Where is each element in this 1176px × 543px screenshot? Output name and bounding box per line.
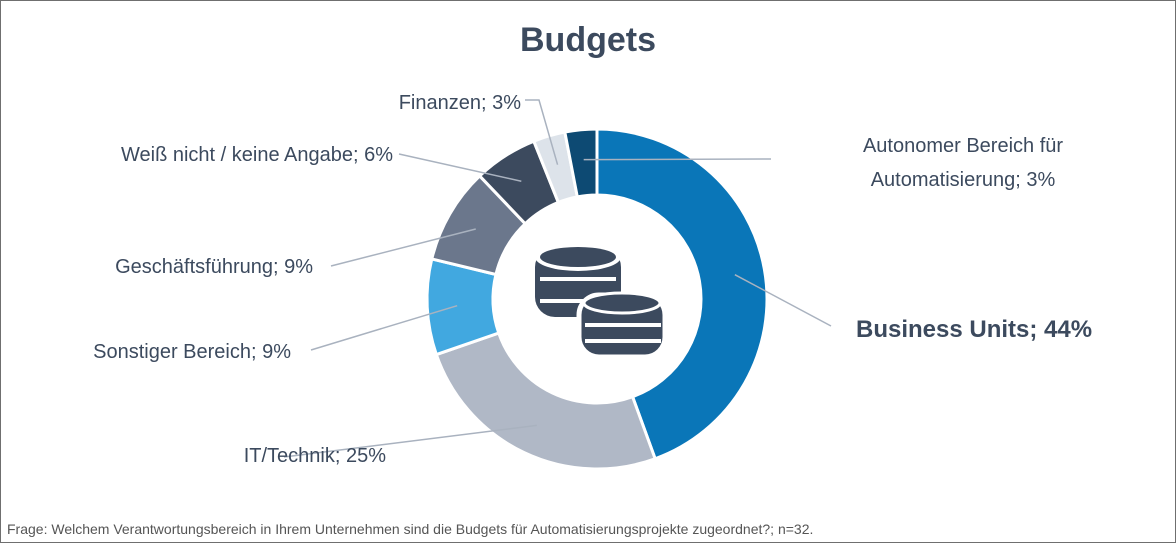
leader-line [583,158,772,161]
leader-line [330,228,476,267]
donut-slice [434,331,658,471]
coin-top [540,247,616,267]
donut [425,127,769,471]
leader-lines [283,99,832,458]
data-label: Business Units; 44% [856,316,1093,343]
leader-line [398,153,522,182]
leader-line [525,99,559,165]
data-label: Finanzen; 3% [398,92,521,114]
coin-gap [540,299,616,303]
data-label: Weiß nicht / keine Angabe; 6% [120,144,393,166]
data-label: Autonomer Bereich für Automatisierung; 3… [862,135,1064,191]
leader-line [283,424,537,458]
donut-slice [563,127,599,199]
coins-icon [535,243,668,360]
coin-gap [585,339,661,343]
data-label: Geschäftsführung; 9% [115,256,313,278]
footnote: Frage: Welchem Verantwortungsbereich in … [7,521,814,537]
leader-line [734,274,832,327]
coin-gap [585,323,661,327]
coin-top [582,291,662,315]
donut-slice [595,127,769,461]
leader-line [310,304,458,351]
data-label: IT/Technik; 25% [243,445,386,467]
coin-gap [540,277,616,281]
chart-title: Budgets [520,21,656,59]
data-label: Sonstiger Bereich; 9% [93,341,291,363]
